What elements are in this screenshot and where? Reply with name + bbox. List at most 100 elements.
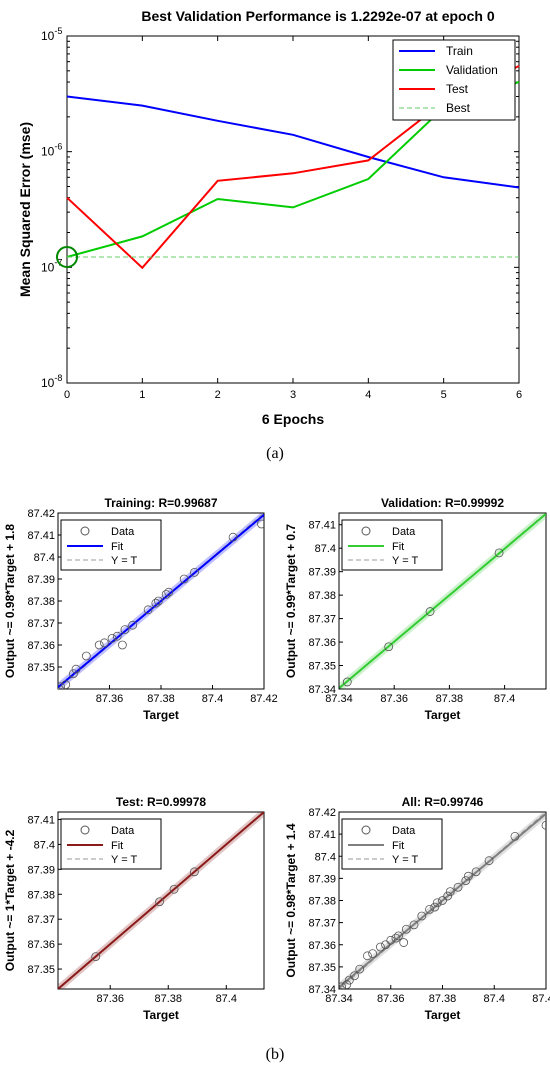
legend-label-data: Data (111, 526, 135, 538)
y-tick-label: 87.34 (308, 984, 336, 996)
x-tick-label: 87.36 (96, 993, 124, 1005)
data-point (342, 980, 352, 989)
legend-label-data: Data (111, 825, 135, 837)
legend-label-identity: Y = T (392, 555, 418, 567)
legend-label-identity: Y = T (111, 854, 137, 866)
plot-content (339, 812, 546, 989)
fit-line (58, 513, 264, 689)
data-point (61, 680, 71, 689)
x-tick-label: 87.36 (380, 693, 408, 705)
y-tick-label: 87.35 (27, 662, 55, 674)
y-axis-label: Output ~= 0.99*Target + 0.7 (284, 524, 298, 678)
data-point (425, 607, 435, 616)
y-tick-label: 87.37 (27, 618, 55, 630)
data-point (112, 631, 122, 641)
x-tick-label: 0 (64, 389, 70, 401)
x-tick-label: 87.4 (202, 693, 223, 705)
y-tick-label: 87.41 (308, 520, 336, 532)
x-tick-label: 4 (365, 389, 371, 401)
plot-content (339, 513, 546, 689)
x-axis-label: Target (425, 1008, 461, 1022)
caption-b: (b) (265, 1046, 285, 1063)
data-point (363, 951, 372, 961)
legend-swatch-data (80, 825, 90, 835)
y-tick-label: 10-7 (41, 257, 62, 274)
y-tick-label: 87.41 (27, 530, 55, 542)
x-axis-label: Target (143, 708, 179, 722)
x-tick-label: 87.36 (96, 693, 124, 705)
y-axis-label: Mean Squared Error (mse) (17, 122, 33, 297)
fit-line (339, 813, 546, 988)
chart-title: Test: R=0.99978 (116, 795, 206, 809)
data-point (120, 625, 130, 634)
data-point (151, 598, 161, 608)
data-point (94, 640, 104, 650)
y-tick-label: 87.39 (27, 574, 55, 586)
data-point (375, 942, 385, 952)
data-point (368, 949, 378, 958)
data-point (91, 952, 101, 961)
data-point (164, 587, 174, 597)
y-tick-label: 87.35 (308, 661, 336, 673)
y-tick-label: 87.4 (315, 851, 336, 863)
caption-a: (a) (266, 445, 284, 462)
plot-content (58, 513, 264, 689)
data-point (344, 975, 354, 985)
x-tick-label: 87.38 (436, 693, 464, 705)
y-tick-label: 87.35 (308, 962, 336, 974)
data-point (409, 920, 419, 930)
data-point (169, 884, 179, 894)
legend-label-data: Data (392, 526, 416, 538)
data-point (228, 532, 238, 542)
y-tick-label: 87.36 (27, 640, 55, 652)
data-point (99, 638, 109, 648)
x-axis-label: Target (143, 1008, 179, 1022)
data-point (510, 831, 520, 841)
data-point (155, 897, 164, 907)
legend-label-identity: Y = T (111, 555, 137, 567)
y-tick-label: 87.4 (34, 552, 55, 564)
data-point (386, 935, 396, 945)
legend: Data Fit Y = T (341, 818, 443, 870)
legend-label-fit: Fit (392, 840, 404, 852)
chart-title: All: R=0.99746 (402, 795, 484, 809)
data-point (445, 887, 455, 897)
y-tick-label: 87.36 (308, 637, 336, 649)
fit-line (339, 513, 546, 689)
performance-chart: 0 1 2 3 4 5 6 10-8 10-7 10-6 10-5 Train Validation Te… (17, 8, 522, 427)
y-tick-label: 87.37 (308, 918, 336, 930)
x-tick-label: 1 (139, 389, 145, 401)
y-tick-label: 87.41 (308, 829, 336, 841)
y-tick-label: 87.38 (308, 896, 336, 908)
data-point (257, 519, 264, 529)
legend-box (392, 39, 516, 121)
data-point (58, 682, 65, 689)
y-tick-label: 87.37 (308, 614, 336, 626)
x-tick-label: 87.4 (484, 993, 505, 1005)
y-tick-label: 87.38 (27, 596, 55, 608)
legend-swatch-data (80, 526, 90, 536)
x-tick-label: 87.38 (147, 693, 175, 705)
data-point (541, 820, 546, 830)
x-axis-label: Target (425, 708, 461, 722)
data-point (471, 867, 481, 877)
chart-title: Validation: R=0.99992 (381, 496, 504, 510)
data-point (71, 664, 81, 674)
data-point (391, 933, 401, 943)
x-tick-label: 2 (215, 389, 221, 401)
y-tick-label: 87.4 (34, 839, 55, 851)
x-tick-label: 87.38 (154, 993, 182, 1005)
x-tick-label: 87.38 (429, 993, 457, 1005)
y-tick-label: 87.36 (308, 940, 336, 952)
legend-swatch-data (361, 526, 371, 536)
data-point (425, 904, 434, 914)
y-tick-label: 10-5 (41, 26, 62, 43)
data-point (438, 896, 447, 905)
data-point (430, 902, 440, 912)
data-point (117, 640, 127, 650)
data-point (432, 898, 442, 908)
data-point (453, 882, 463, 892)
y-tick-label: 87.39 (27, 864, 55, 876)
y-tick-label: 87.38 (27, 889, 55, 901)
y-tick-label: 87.39 (308, 873, 336, 885)
